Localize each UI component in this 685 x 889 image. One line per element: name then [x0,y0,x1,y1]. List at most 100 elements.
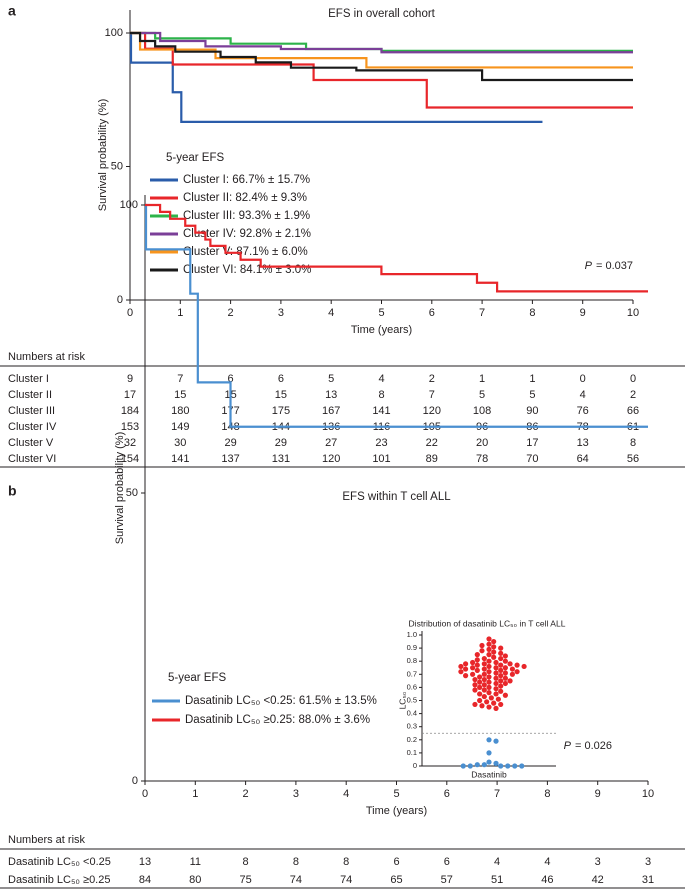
data-point [470,671,476,677]
y-tick-label: 0.3 [407,722,417,731]
data-point [484,699,490,705]
x-tick-label: 10 [627,307,639,319]
data-point [470,665,476,671]
data-point [495,696,501,702]
data-point [493,760,499,766]
risk-count: 5 [328,373,334,385]
p-value: P = 0.037 [585,260,633,272]
data-point [481,676,487,683]
risk-table-title: Numbers at risk [8,351,86,363]
data-point [486,646,492,653]
risk-count: 56 [627,453,639,465]
y-tick-label: 0 [117,294,123,306]
risk-count: 13 [325,389,337,401]
risk-count: 31 [642,874,654,886]
data-point [486,704,492,710]
y-tick-label: 0.6 [407,682,417,691]
y-tick-label: 0 [132,775,138,787]
y-tick-label: 0.4 [407,709,417,718]
risk-count: 149 [171,421,189,433]
data-point [477,697,483,704]
risk-count: 15 [174,389,186,401]
data-point [474,652,480,658]
data-point [486,759,492,765]
data-point [498,650,504,656]
data-point [486,636,492,642]
data-point [502,653,508,659]
legend-title: 5-year EFS [166,152,224,164]
data-point [458,663,464,670]
risk-count: 1 [479,373,485,385]
data-point [493,705,499,711]
risk-count: 8 [243,856,249,868]
data-point [502,675,508,681]
risk-count: 0 [630,373,636,385]
x-tick-label: 1 [192,788,198,800]
data-point [479,648,485,654]
legend-label: Cluster IV: 92.8% ± 2.1% [183,228,311,240]
x-tick-label: 7 [479,307,485,319]
data-point [498,645,504,651]
risk-count: 11 [190,856,201,868]
data-point [498,678,504,684]
risk-count: 6 [393,856,399,868]
data-point [493,665,499,671]
x-tick-label: 9 [580,307,586,319]
data-point [479,642,485,649]
x-tick-label: 3 [278,307,284,319]
x-tick-label: 4 [343,788,349,800]
data-point [519,763,525,769]
p-text: = 0.037 [596,260,633,272]
data-point [498,655,504,662]
risk-count: 167 [322,405,340,417]
risk-row-name: Cluster II [8,389,52,401]
chart-title: EFS in overall cohort [328,8,436,20]
p-text: = 0.026 [575,740,612,752]
x-axis-title: Time (years) [366,805,427,817]
data-point [474,657,480,663]
data-point [491,638,497,645]
x-tick-label: 8 [544,788,550,800]
risk-count: 13 [139,856,151,868]
risk-row-name: Cluster III [8,405,55,417]
y-tick-label: 0 [413,761,417,770]
panel-label: b [8,483,17,499]
x-tick-label: 2 [228,307,234,319]
data-point [491,644,497,650]
x-tick-label: 5 [393,788,399,800]
risk-count: 175 [272,405,290,417]
x-tick-label: 5 [378,307,384,319]
risk-count: 84 [139,874,151,886]
risk-count: 0 [580,373,586,385]
data-point [491,700,497,706]
y-tick-label: 1.0 [407,630,417,639]
data-point [479,703,485,709]
data-point [498,688,504,694]
y-axis-title: Survival probability (%) [114,432,126,544]
risk-count: 66 [627,405,639,417]
data-point [488,695,494,701]
y-tick-label: 0.9 [407,643,417,652]
survival-curve [130,31,633,54]
risk-count: 22 [426,437,438,449]
data-point [498,667,504,673]
data-point [486,641,492,647]
data-point [463,661,469,667]
risk-count: 7 [177,373,183,385]
risk-count: 65 [390,874,402,886]
x-tick-label: 2 [243,788,249,800]
y-tick-label: 50 [111,160,123,172]
x-tick-label: 3 [293,788,299,800]
risk-count: 153 [121,421,139,433]
data-point [481,671,487,677]
data-point [481,666,487,672]
data-point [512,763,518,769]
data-point [509,666,515,672]
legend-label: Cluster III: 93.3% ± 1.9% [183,210,310,222]
x-tick-label: 0 [127,307,133,319]
risk-count: 90 [526,405,538,417]
risk-count: 3 [645,856,651,868]
data-point [472,676,478,683]
legend-label: Cluster II: 82.4% ± 9.3% [183,192,307,204]
